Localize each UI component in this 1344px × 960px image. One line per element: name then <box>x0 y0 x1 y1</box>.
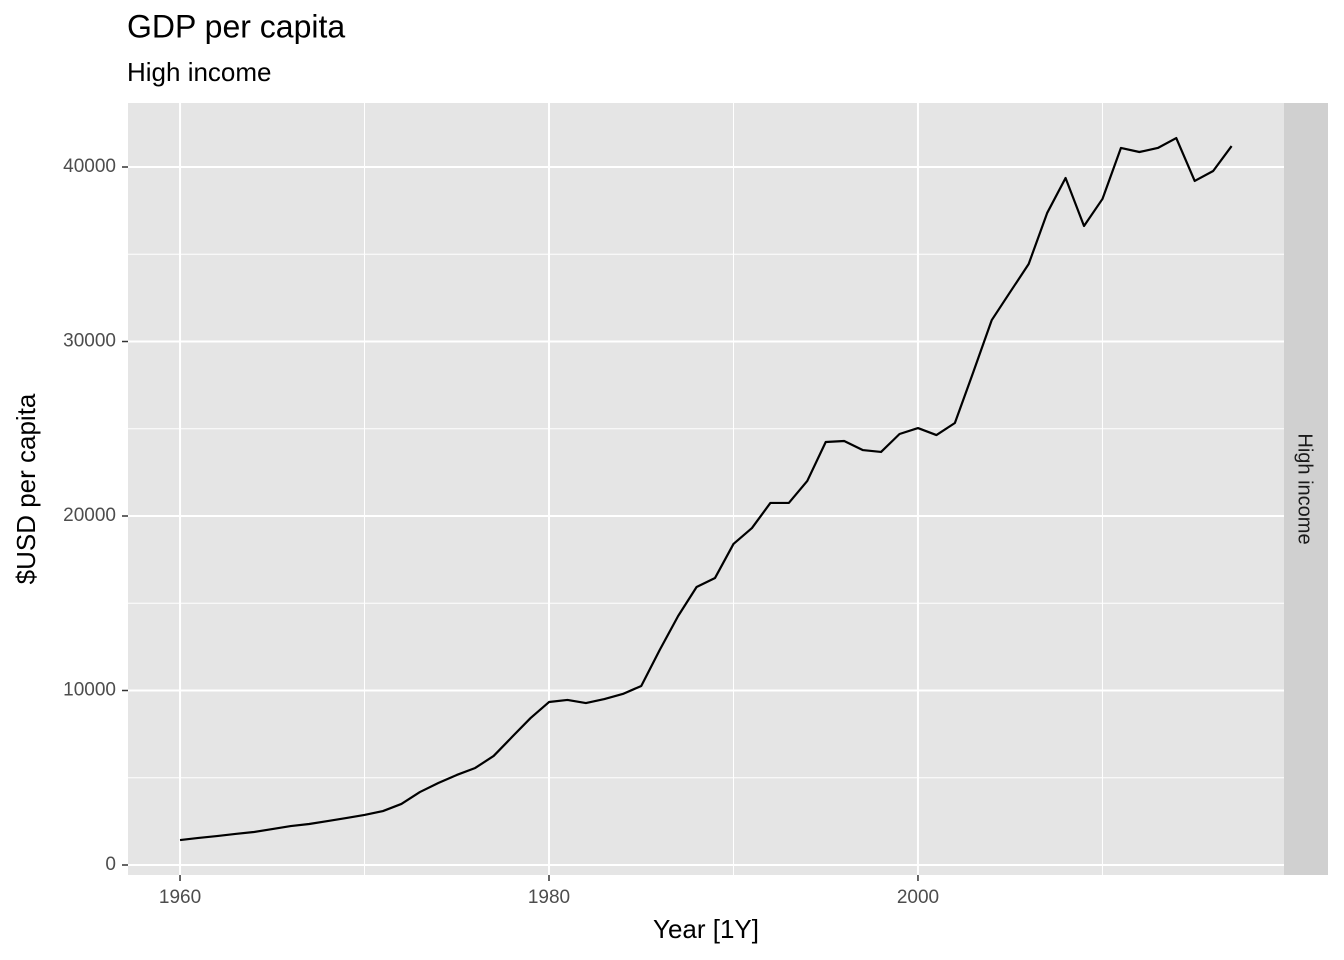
x-tick-label: 2000 <box>897 887 939 908</box>
grid <box>128 103 1284 875</box>
y-tick-label: 20000 <box>63 505 116 526</box>
chart-subtitle: High income <box>127 57 272 87</box>
line <box>179 136 1233 842</box>
y-tick-label: 10000 <box>63 680 116 701</box>
y-tick-label: 0 <box>105 854 116 875</box>
x-axis-label: Year [1Y] <box>653 914 759 944</box>
facet-label: High income <box>1294 433 1316 544</box>
x-tick-label: 1960 <box>159 887 201 908</box>
facet-strip <box>1284 103 1328 875</box>
panel <box>128 103 1284 875</box>
chart-title: GDP per capita <box>127 8 345 44</box>
y-axis-label: $USD per capita <box>11 393 41 584</box>
x-tick-label: 1980 <box>528 887 570 908</box>
marks <box>179 136 1233 842</box>
y-tick-label: 30000 <box>63 331 116 352</box>
y-tick-label: 40000 <box>63 156 116 177</box>
